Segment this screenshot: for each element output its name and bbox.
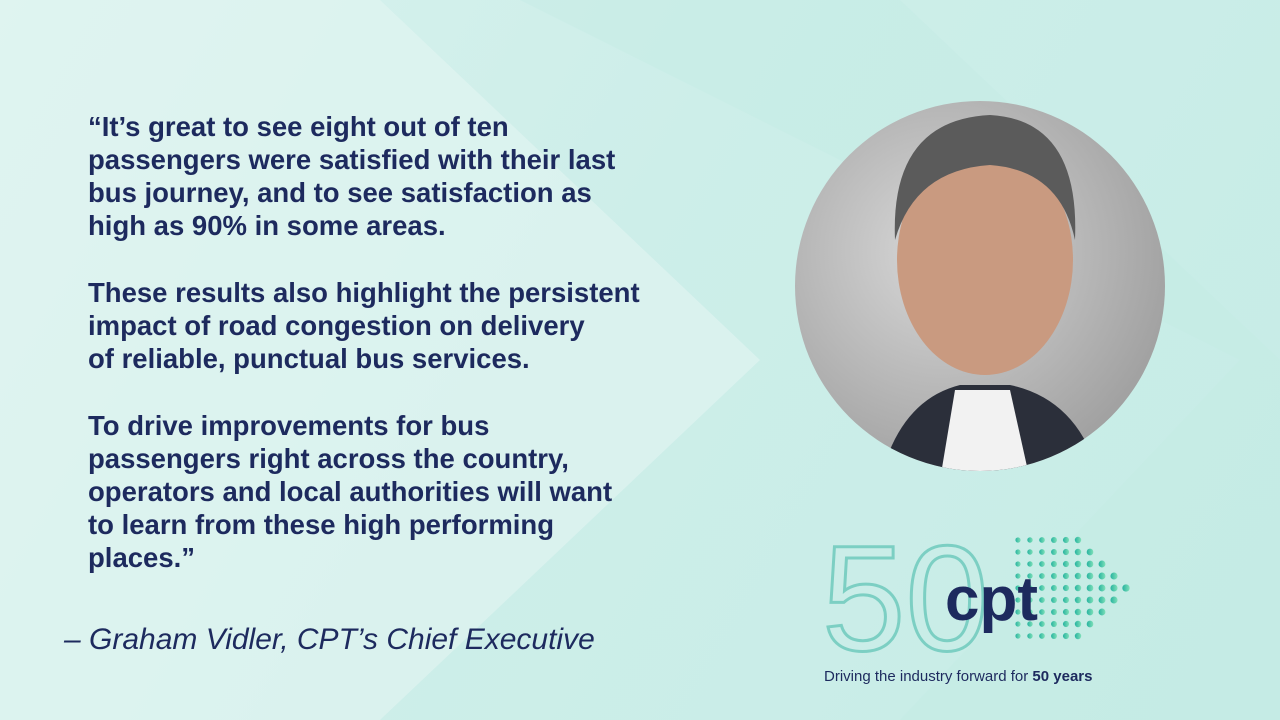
quote-paragraph: To drive improvements for bus passengers … [88,409,640,574]
logo-dot [1062,548,1070,556]
logo-dot [1051,609,1057,615]
logo-dot [1051,537,1057,543]
logo-dot [1086,584,1094,592]
quote-line: passengers were satisfied with their las… [88,144,616,175]
logo-dot [1074,548,1082,556]
logo-dot [1122,584,1130,592]
logo-dot [1110,572,1118,580]
logo-dot [1051,573,1057,579]
logo-dot [1015,585,1021,591]
logo-number: 50 [822,514,989,682]
logo-dot [1074,608,1082,616]
tagline-text: Driving the industry forward for [824,668,1033,685]
logo-dot [1015,537,1021,543]
logo-dot [1086,596,1094,604]
quote-paragraph: “It’s great to see eight out of ten passe… [88,110,640,242]
logo-dot [1074,536,1082,544]
logo-dot [1027,585,1033,591]
logo-dot [1098,584,1106,592]
quote-line: To drive improvements for bus [88,410,490,441]
quote-line: high as 90% in some areas. [88,210,446,241]
logo-dot [1062,560,1070,568]
quote-line: of reliable, punctual bus services. [88,343,530,374]
quote-line: passengers right across the country, [88,443,569,474]
logo-dot [1062,608,1070,616]
quote-line: operators and local authorities will wan… [88,476,613,507]
logo-dot [1086,560,1094,568]
logo-dot [1098,560,1106,568]
logo-dot [1039,633,1045,639]
logo-dot [1027,621,1033,627]
logo-dot [1027,633,1033,639]
tagline-bold: 50 years [1032,668,1093,685]
logo-wordmark: cpt [945,565,1038,634]
logo-dot [1062,596,1070,604]
logo-dot [1110,584,1118,592]
logo-dot [1039,561,1045,567]
logo-dot [1074,584,1082,592]
logo-dot [1074,596,1082,604]
logo-dot [1051,549,1057,555]
logo-dot [1039,549,1045,555]
logo-dot [1086,608,1094,616]
logo-dot [1039,621,1045,627]
logo-dot [1110,596,1118,604]
bg-shape [0,0,760,720]
logo-dot [1062,536,1070,544]
logo-dot [1062,620,1070,628]
logo-dot [1074,560,1082,568]
logo-dot [1062,572,1070,580]
logo-dot [1051,597,1057,603]
quote-line: “It’s great to see eight out of ten [88,111,509,142]
logo-dot [1062,632,1070,640]
tagline: Driving the industry forward for 50 year… [824,668,1092,685]
logo-dot [1027,549,1033,555]
logo-dot [1098,608,1106,616]
logo-dot [1051,561,1057,567]
logo-dot [1027,597,1033,603]
quote: “It’s great to see eight out of ten passe… [88,110,640,608]
logo-dot [1039,609,1045,615]
logo-dot [1039,585,1045,591]
logo-dot [1027,561,1033,567]
logo-dot [1098,572,1106,580]
portrait [795,101,1165,471]
logo-dot [1062,584,1070,592]
logo-dot [1051,585,1057,591]
logo-dot [1086,548,1094,556]
logo-dot [1015,561,1021,567]
logo-dot [1027,537,1033,543]
logo-dot [1051,633,1057,639]
quote-line: These results also highlight the persist… [88,277,640,308]
logo-dot [1074,620,1082,628]
logo-dot [1086,572,1094,580]
logo-dot [1015,633,1021,639]
attribution: – Graham Vidler, CPT’s Chief Executive [64,623,595,656]
quote-line: places.” [88,542,196,573]
logo-dot [1086,620,1094,628]
logo-dot [1015,609,1021,615]
logo-dot [1015,621,1021,627]
quote-line: bus journey, and to see satisfaction as [88,177,592,208]
logo-dot [1039,537,1045,543]
logo-dot [1074,572,1082,580]
logo-dot [1051,621,1057,627]
logo-dot [1027,573,1033,579]
logo-dot [1039,597,1045,603]
logo-dot [1027,609,1033,615]
quote-line: impact of road congestion on delivery [88,310,585,341]
quote-line: to learn from these high performing [88,509,555,540]
logo-dot [1074,632,1082,640]
logo-dot [1098,596,1106,604]
logo-dot [1039,573,1045,579]
logo-arrow [1015,536,1130,640]
quote-paragraph: These results also highlight the persist… [88,276,640,375]
logo-dot [1015,573,1021,579]
logo-dot [1015,549,1021,555]
logo-dot [1015,597,1021,603]
